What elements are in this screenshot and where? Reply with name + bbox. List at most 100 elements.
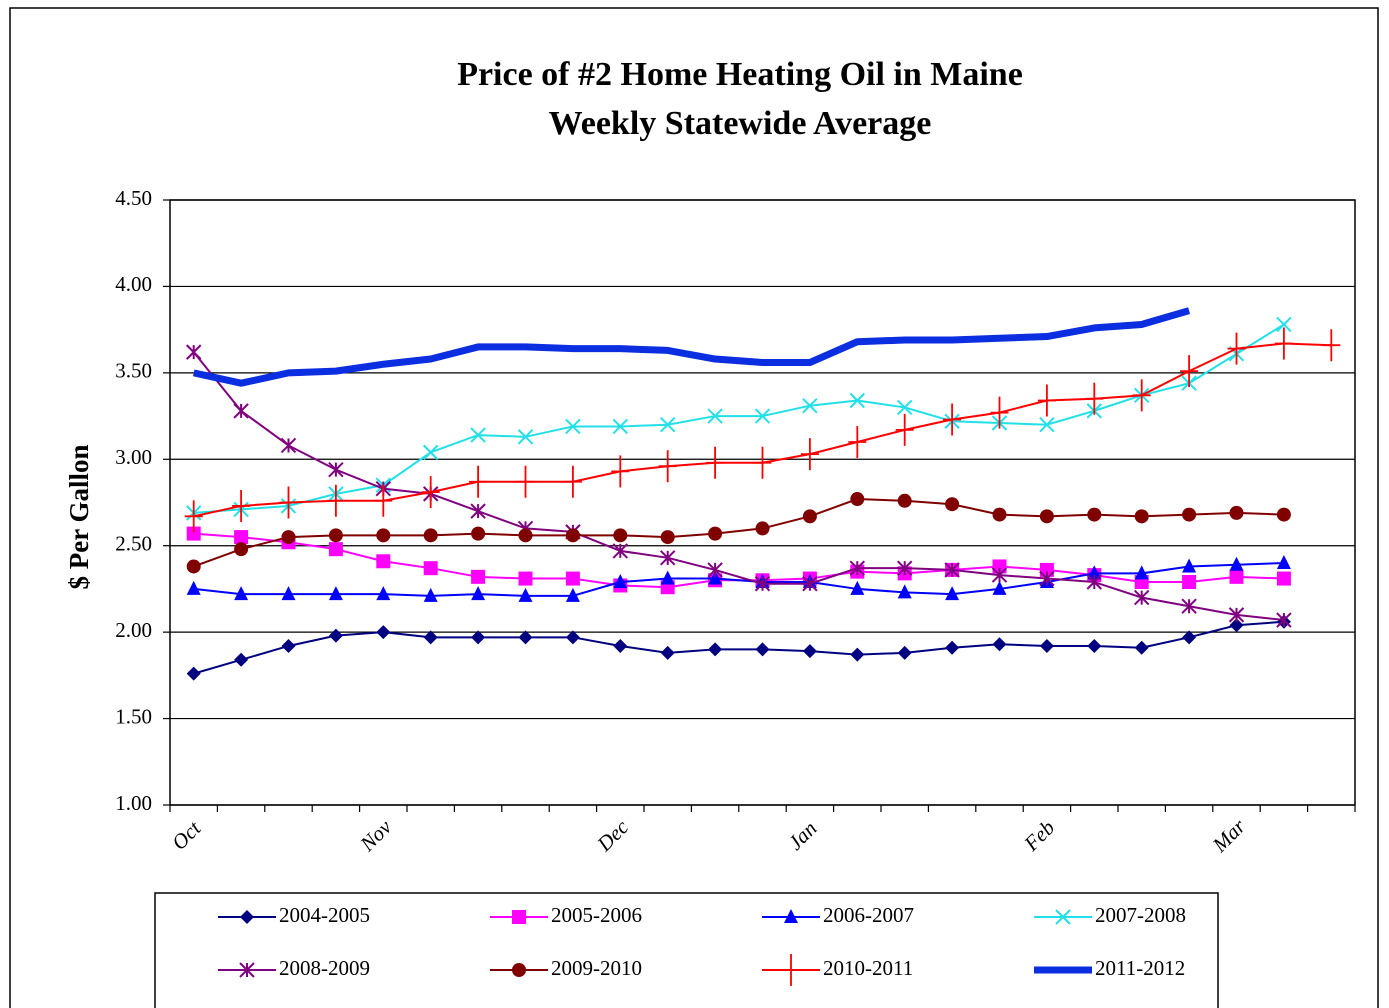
data-point bbox=[1039, 562, 1054, 577]
data-point bbox=[1182, 630, 1197, 645]
data-point bbox=[376, 586, 391, 601]
data-point bbox=[518, 587, 533, 602]
data-point bbox=[1276, 612, 1292, 628]
y-tick-label: 3.50 bbox=[115, 359, 152, 383]
data-point bbox=[328, 542, 343, 557]
data-point bbox=[755, 642, 770, 657]
data-point bbox=[708, 642, 723, 657]
data-point bbox=[1181, 598, 1197, 614]
plot bbox=[184, 307, 1341, 681]
data-point bbox=[280, 437, 297, 454]
data-point bbox=[1134, 565, 1149, 580]
data-point bbox=[613, 638, 628, 653]
data-point bbox=[184, 500, 203, 533]
data-point bbox=[1322, 329, 1341, 362]
data-point bbox=[376, 554, 391, 569]
data-point bbox=[186, 580, 201, 595]
y-tick-label: 4.00 bbox=[115, 272, 152, 296]
data-point bbox=[328, 461, 344, 478]
data-point bbox=[518, 528, 533, 543]
data-point bbox=[328, 528, 343, 543]
data-point bbox=[239, 962, 255, 978]
data-point bbox=[471, 586, 486, 601]
data-point bbox=[1229, 505, 1244, 520]
data-point bbox=[754, 408, 771, 424]
chart-title: Price of #2 Home Heating Oil in Maine bbox=[457, 56, 1023, 93]
y-tick-label: 1.50 bbox=[115, 704, 152, 728]
data-point bbox=[612, 543, 629, 559]
data-point bbox=[850, 492, 865, 507]
data-point bbox=[1039, 509, 1054, 524]
data-point bbox=[992, 559, 1007, 574]
data-point bbox=[469, 465, 488, 498]
legend-label: 2004-2005 bbox=[279, 903, 370, 927]
data-point bbox=[848, 426, 867, 458]
data-point bbox=[1134, 509, 1149, 524]
data-point bbox=[328, 628, 343, 643]
data-point bbox=[849, 392, 866, 409]
data-point bbox=[186, 526, 201, 541]
data-point bbox=[470, 427, 486, 443]
y-tick-label: 4.50 bbox=[115, 186, 152, 210]
series-line bbox=[192, 307, 1191, 387]
data-point bbox=[232, 489, 251, 522]
data-point bbox=[708, 526, 723, 541]
data-point bbox=[423, 561, 438, 576]
data-point bbox=[992, 580, 1007, 595]
data-point bbox=[613, 528, 628, 543]
data-point bbox=[850, 647, 865, 662]
data-point bbox=[471, 569, 486, 584]
data-point bbox=[186, 666, 201, 681]
data-point bbox=[992, 637, 1007, 652]
legend-label: 2007-2008 bbox=[1095, 903, 1186, 927]
data-point bbox=[802, 576, 818, 592]
data-point bbox=[376, 528, 391, 543]
data-point bbox=[279, 486, 298, 519]
data-point bbox=[1039, 570, 1055, 587]
data-point bbox=[659, 550, 676, 566]
data-point bbox=[1227, 332, 1246, 365]
series-line bbox=[193, 323, 1285, 514]
data-point bbox=[326, 484, 345, 517]
data-point bbox=[1085, 382, 1104, 415]
data-point bbox=[707, 408, 723, 424]
plot-border bbox=[169, 199, 1356, 806]
data-point bbox=[1180, 355, 1199, 388]
legend-label: 2011-2012 bbox=[1095, 956, 1185, 980]
data-point bbox=[897, 493, 912, 508]
y-tick-label: 2.00 bbox=[115, 618, 152, 642]
data-point bbox=[802, 644, 817, 659]
data-point bbox=[1229, 556, 1244, 571]
data-point bbox=[423, 587, 438, 602]
y-tick-label: 2.50 bbox=[115, 532, 152, 556]
data-point bbox=[1039, 417, 1055, 433]
data-point bbox=[849, 560, 866, 576]
data-point bbox=[990, 396, 1009, 429]
data-point bbox=[1086, 574, 1103, 590]
data-point bbox=[1132, 379, 1151, 412]
data-point bbox=[423, 528, 438, 543]
data-point bbox=[185, 344, 202, 360]
data-point bbox=[240, 910, 254, 924]
data-point bbox=[517, 429, 534, 445]
data-point bbox=[565, 630, 580, 645]
data-point bbox=[658, 450, 677, 483]
data-point bbox=[281, 586, 296, 601]
series-line bbox=[193, 620, 1284, 675]
data-point bbox=[1276, 507, 1291, 522]
data-point bbox=[1229, 569, 1244, 584]
data-point bbox=[234, 542, 249, 557]
data-point bbox=[943, 403, 962, 436]
data-point bbox=[896, 560, 913, 576]
y-tick-label: 3.00 bbox=[115, 445, 152, 469]
data-point bbox=[945, 586, 960, 601]
data-point bbox=[945, 640, 960, 655]
data-point bbox=[802, 397, 818, 414]
data-point bbox=[992, 507, 1007, 522]
data-point bbox=[518, 630, 533, 645]
data-point bbox=[754, 576, 771, 592]
data-point bbox=[782, 954, 800, 986]
data-point bbox=[897, 584, 912, 599]
data-point bbox=[421, 476, 440, 509]
data-point bbox=[422, 444, 439, 461]
